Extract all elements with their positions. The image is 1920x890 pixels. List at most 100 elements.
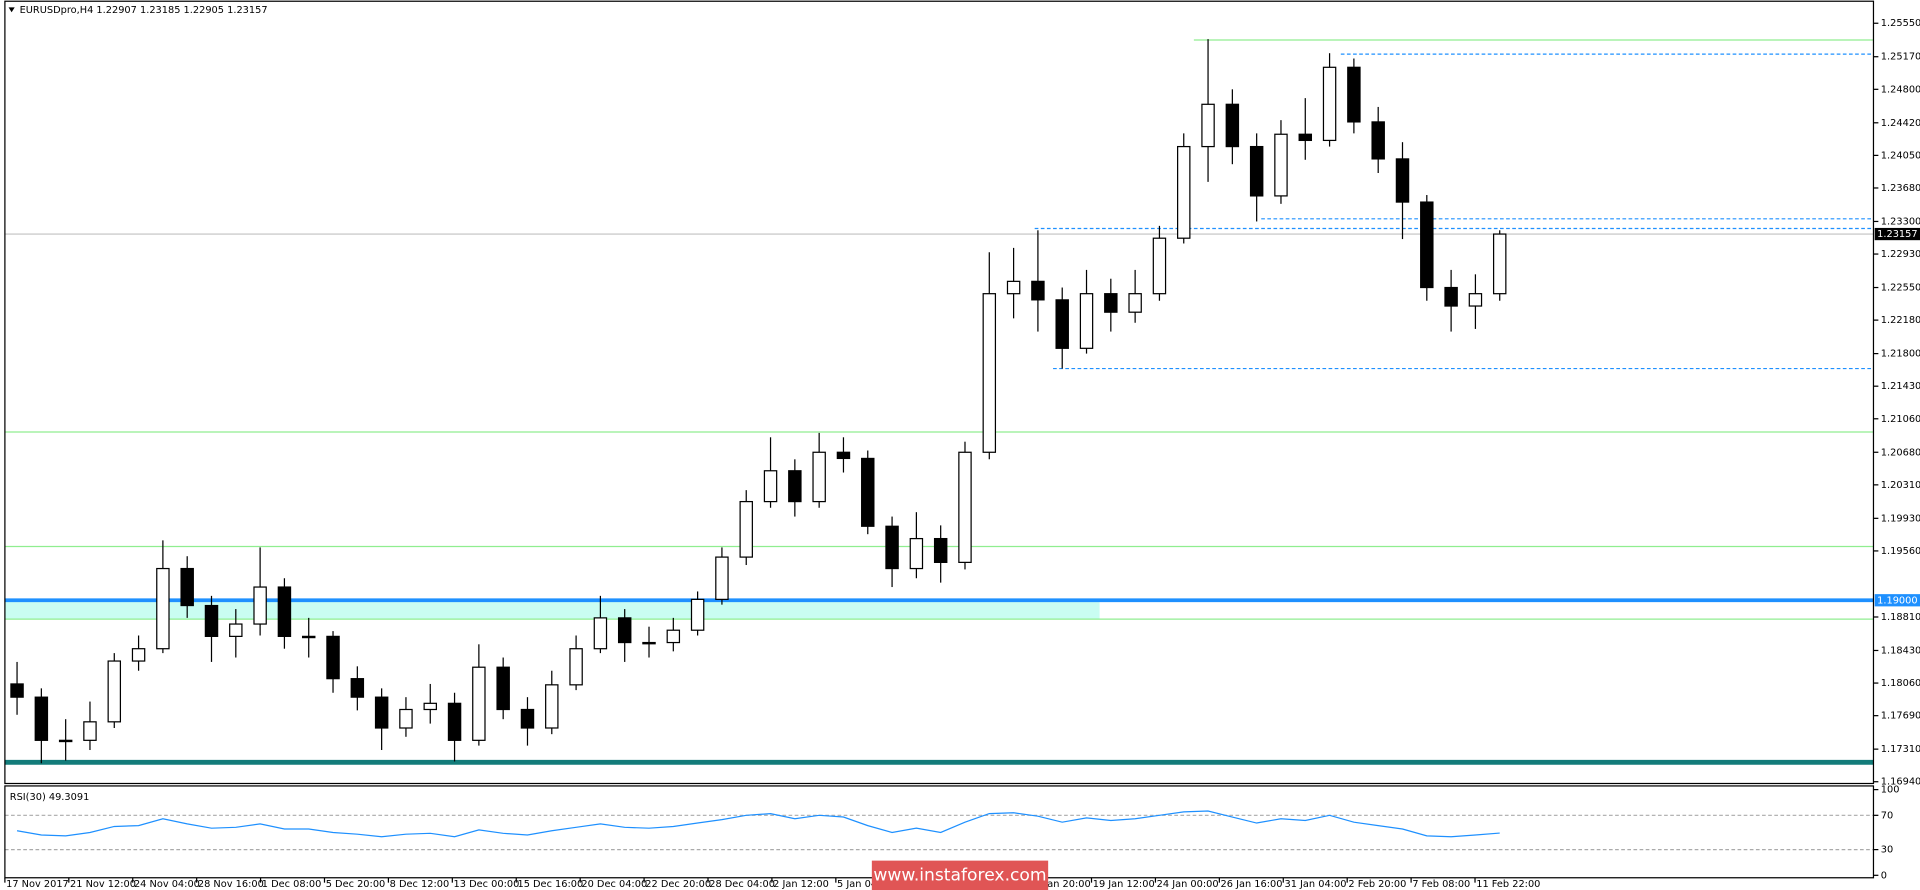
y-tick-label: 1.23300 — [1881, 216, 1920, 227]
rsi-line — [16, 810, 1500, 838]
candle-body — [763, 470, 778, 503]
candle-body — [617, 617, 632, 644]
candle-body — [958, 451, 972, 563]
candle-body — [1079, 293, 1094, 349]
candle-body — [472, 666, 486, 741]
candle-body — [326, 635, 340, 680]
candle-body — [836, 451, 851, 460]
candle-body — [715, 556, 729, 600]
y-tick-label: 1.21430 — [1881, 381, 1920, 392]
candle-body — [1395, 158, 1410, 203]
x-tick-label: 8 Dec 12:00 — [390, 879, 450, 890]
candle-body — [156, 567, 170, 650]
candle-body — [423, 702, 437, 711]
candle-body — [1298, 133, 1313, 142]
x-tick-label: 5 Jan 04:00 — [837, 879, 893, 890]
watermark-text: www.instaforex.com — [873, 865, 1046, 885]
candle-body — [569, 648, 583, 686]
candle-body — [1444, 286, 1458, 307]
candle-body — [204, 604, 219, 637]
candle-body — [350, 678, 365, 698]
candle-body — [593, 617, 608, 650]
x-tick-label: 28 Dec 04:00 — [709, 879, 775, 890]
candle-body — [107, 660, 122, 723]
candle-body — [666, 629, 681, 644]
x-tick-label: 21 Nov 12:00 — [70, 879, 136, 890]
candle-body — [1177, 145, 1191, 239]
candle-body — [1468, 293, 1483, 307]
y-tick-label: 1.25550 — [1881, 18, 1920, 29]
y-tick-label: 1.21060 — [1881, 414, 1920, 425]
candle-body — [788, 470, 802, 503]
candle-body — [253, 586, 267, 625]
plot — [4, 39, 1874, 851]
x-tick-label: 31 Jan 04:00 — [1284, 879, 1346, 890]
candle-body — [885, 525, 899, 570]
y-tick-label: 1.24800 — [1881, 84, 1920, 95]
y-tick-label: 1.18810 — [1881, 612, 1920, 623]
x-tick-label: 20 Dec 04:00 — [581, 879, 647, 890]
y-tick-label: 1.17690 — [1881, 711, 1920, 722]
candle-body — [1347, 66, 1361, 123]
x-tick-label: 15 Dec 16:00 — [517, 879, 583, 890]
candle-body — [739, 500, 753, 558]
y-tick-label: 1.24420 — [1881, 118, 1920, 129]
candle-body — [83, 721, 97, 741]
candle-body — [982, 293, 997, 453]
candle-body — [909, 537, 924, 570]
x-tick-label: 26 Jan 16:00 — [1221, 879, 1283, 890]
x-tick-label: 13 Dec 00:00 — [454, 879, 520, 890]
candle-body — [447, 702, 462, 741]
price-label: 1.19000 — [1877, 595, 1917, 606]
y-tick-label: 1.21800 — [1881, 349, 1920, 360]
candle-body — [812, 451, 826, 503]
y-tick-label: 1.23680 — [1881, 183, 1920, 194]
candle-body — [1031, 280, 1045, 301]
candle-body — [301, 635, 316, 639]
candle-body — [180, 567, 194, 607]
y-tick-label: 1.19930 — [1881, 513, 1920, 524]
candle-body — [1274, 133, 1288, 197]
candle-body — [861, 457, 875, 527]
y-tick-label: 1.20310 — [1881, 480, 1920, 491]
x-tick-label: 24 Jan 00:00 — [1157, 879, 1219, 890]
x-tick-label: 2 Feb 20:00 — [1348, 879, 1406, 890]
price-label-box — [1874, 227, 1920, 241]
y-tick-label: 1.16940 — [1881, 777, 1920, 788]
price-label: 1.23157 — [1877, 229, 1917, 240]
rsi-title: RSI(30) 49.3091 — [10, 792, 90, 803]
candle-body — [374, 696, 389, 729]
x-tick-label: 28 Nov 16:00 — [198, 879, 264, 890]
watermark: www.instaforex.com — [871, 860, 1049, 890]
candle-body — [1055, 299, 1069, 349]
candle-body — [933, 537, 948, 563]
x-tick-label: 11 Feb 22:00 — [1476, 879, 1540, 890]
candle-body — [520, 708, 535, 729]
x-tick-label: 16 Jan 20:00 — [1029, 879, 1091, 890]
chart-title: EURUSDpro,H4 1.22907 1.23185 1.22905 1.2… — [20, 5, 268, 16]
main-frame — [4, 0, 1875, 785]
collapse-icon[interactable] — [8, 7, 15, 13]
candle-body — [1201, 103, 1215, 148]
candle-body — [1128, 293, 1142, 313]
rsi-tick-label: 70 — [1881, 810, 1893, 821]
y-tick-label: 1.20680 — [1881, 447, 1920, 458]
x-tick-label: 5 Dec 20:00 — [326, 879, 386, 890]
y-tick-label: 1.17310 — [1881, 744, 1920, 755]
rsi-tick-label: 100 — [1881, 785, 1900, 796]
y-tick-label: 1.22180 — [1881, 315, 1920, 326]
candle-body — [58, 739, 73, 743]
candle-body — [1371, 121, 1385, 160]
candle-body — [229, 623, 243, 637]
candle-body — [131, 648, 146, 662]
candle-body — [1104, 293, 1118, 313]
candle-body — [34, 696, 49, 741]
candle-body — [545, 684, 559, 729]
x-tick-label: 17 Nov 2017 — [6, 879, 69, 890]
x-tick-label: 22 Dec 20:00 — [645, 879, 711, 890]
rsi-tick-label: 30 — [1881, 845, 1893, 856]
candle-body — [1006, 280, 1021, 295]
candle-body — [690, 598, 705, 631]
